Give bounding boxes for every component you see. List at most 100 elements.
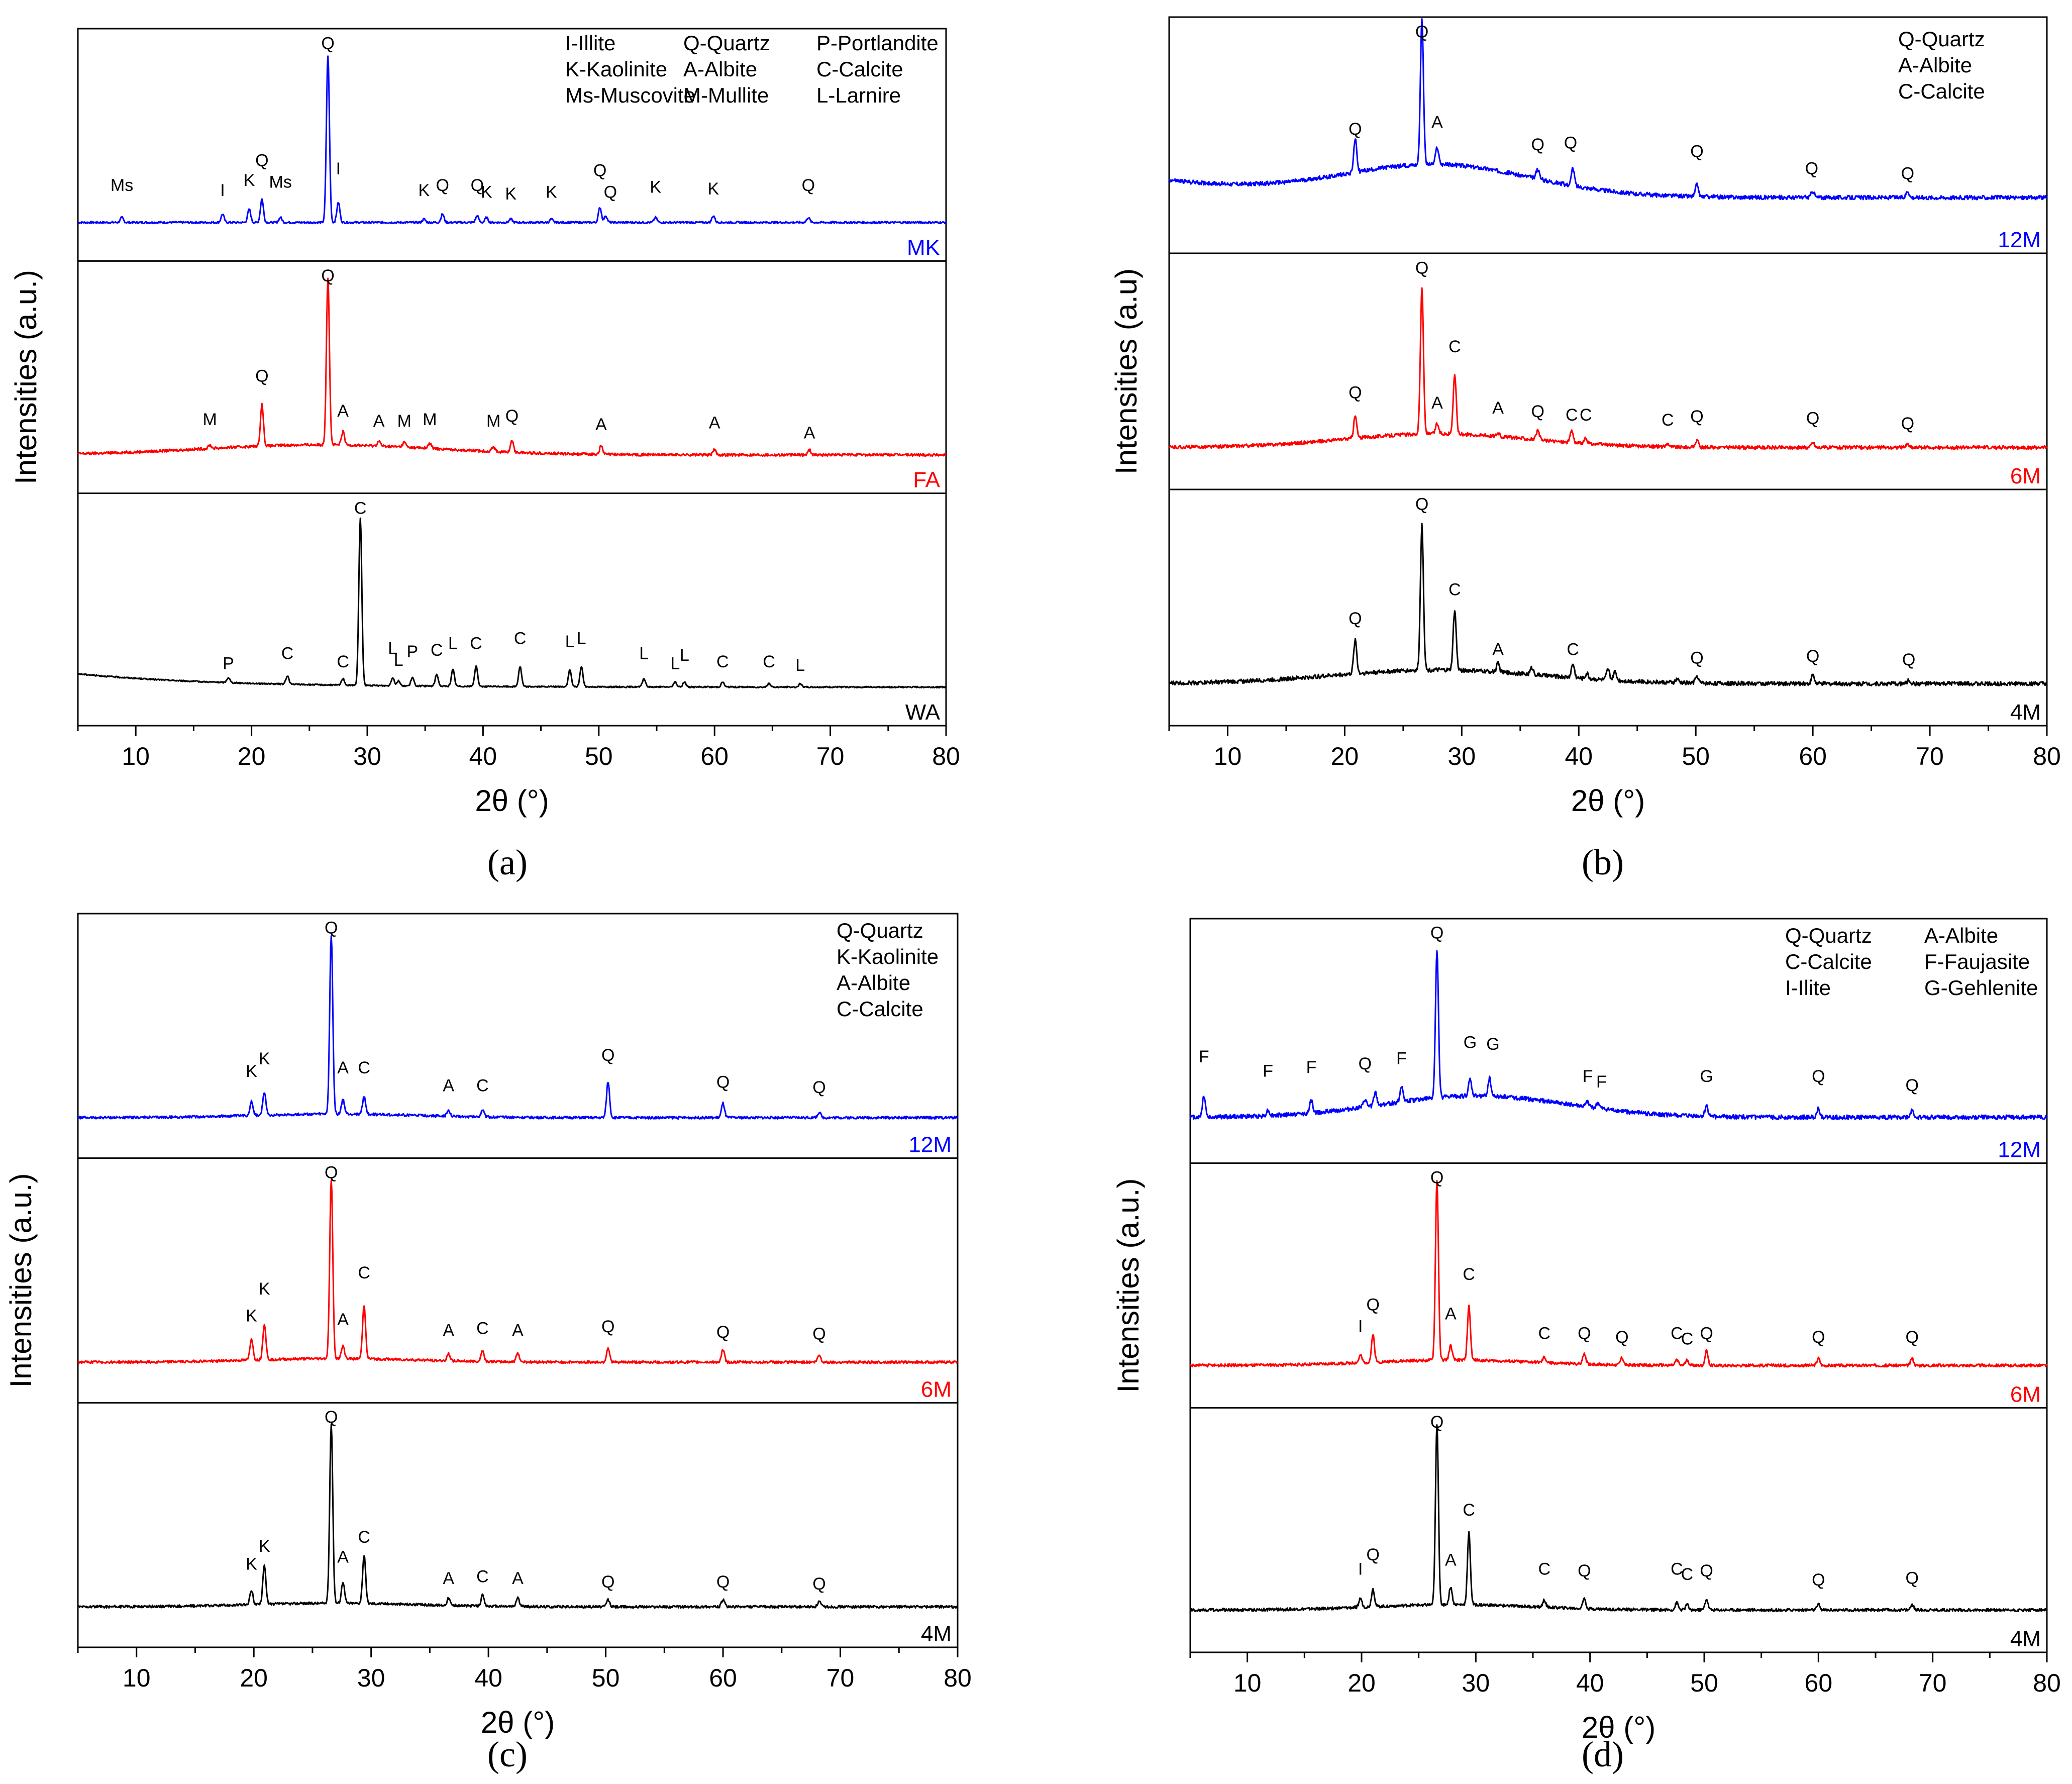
y-axis-label: Intensities (a.u.) xyxy=(4,1173,38,1388)
legend-entry: I-Ilite xyxy=(1785,976,1831,1000)
peak-label: I xyxy=(220,181,225,200)
peak-label: A xyxy=(443,1321,454,1340)
x-tick-label: 20 xyxy=(238,742,266,770)
peak-label: Q xyxy=(505,407,519,426)
legend-entry: I-Illite xyxy=(565,31,615,55)
peak-label: C xyxy=(431,641,443,660)
legend-entry: A-Albite xyxy=(1924,924,1998,947)
peak-label: Q xyxy=(1906,1076,1919,1095)
peak-label: C xyxy=(476,1567,489,1587)
series-name: 12M xyxy=(1998,228,2041,252)
legend-entry: K-Kaolinite xyxy=(837,945,939,968)
y-axis-label: Intensities (a.u.) xyxy=(1111,1178,1145,1393)
peak-label: Q xyxy=(1906,1568,1919,1588)
peak-label: C xyxy=(1538,1560,1550,1579)
peak-label: Q xyxy=(601,1046,614,1065)
peak-label: Ms xyxy=(269,173,292,192)
peak-label: A xyxy=(1492,399,1504,418)
peak-label: P xyxy=(407,642,419,661)
panel-caption: (a) xyxy=(487,842,528,882)
x-tick-label: 70 xyxy=(1916,742,1944,770)
legend-entry: C-Calcite xyxy=(816,57,903,81)
chart-panel-b: 10 20 30 40 50 60 70 80 2θ (°) Intensities (a.u) (… xyxy=(1109,16,2061,882)
peak-label: L xyxy=(680,646,689,665)
legend-entry: K-Kaolinite xyxy=(565,57,667,81)
legend-entry: A-Albite xyxy=(683,57,757,81)
peak-label: Q xyxy=(1700,1561,1713,1580)
series-line-12M xyxy=(1189,950,2048,1120)
peak-label: Q xyxy=(321,34,334,53)
x-tick-label: 60 xyxy=(1805,1669,1833,1697)
chart-panel-d: 10 20 30 40 50 60 70 80 2θ (°) Intensities (a.u.)… xyxy=(1111,918,2061,1774)
peak-label: C xyxy=(1463,1501,1475,1520)
peak-label: C xyxy=(281,644,294,663)
peak-label: A xyxy=(337,1547,349,1566)
series-line-6M xyxy=(1169,287,2048,450)
peak-label: A xyxy=(1431,113,1443,132)
series-line-6M xyxy=(1189,1180,2048,1368)
peak-label: L xyxy=(670,654,680,673)
peak-label: M xyxy=(397,412,411,431)
legend-entry: M-Mullite xyxy=(683,83,769,107)
peak-label: Q xyxy=(601,1572,614,1592)
peak-label: C xyxy=(337,652,349,671)
peak-label: Q xyxy=(1531,402,1544,421)
peak-label: L xyxy=(388,639,397,658)
series-name: 4M xyxy=(2010,1627,2041,1651)
x-tick-label: 50 xyxy=(592,1664,620,1692)
peak-label: A xyxy=(337,1310,349,1329)
peak-label: C xyxy=(358,1058,370,1077)
y-axis-label: Intensities (a.u) xyxy=(1109,268,1143,474)
series-line-6M xyxy=(77,1179,958,1364)
series-line-12M xyxy=(77,935,959,1120)
peak-label: F xyxy=(1199,1047,1209,1066)
peak-label: Q xyxy=(1349,120,1362,139)
peak-label: Q xyxy=(255,151,268,170)
panel-caption: (d) xyxy=(1582,1734,1624,1774)
peak-label: Q xyxy=(1359,1054,1372,1073)
peak-label: Q xyxy=(716,1572,730,1592)
peak-label: Q xyxy=(325,1408,338,1427)
legend-entry: C-Calcite xyxy=(1898,79,1985,103)
peak-label: Q xyxy=(1367,1545,1380,1564)
x-tick-label: 30 xyxy=(357,1664,385,1692)
series-name: 6M xyxy=(2010,464,2041,488)
peak-label: F xyxy=(1396,1049,1407,1068)
peak-label: A xyxy=(337,1058,349,1077)
chart-panel-a: 10 20 30 40 50 60 70 80 2θ (°) Intensities (a.u.)… xyxy=(9,28,960,882)
peak-label: Q xyxy=(255,366,268,385)
legend-entry: Q-Quartz xyxy=(1785,924,1872,947)
peak-label: Q xyxy=(1349,383,1362,403)
peak-label: C xyxy=(1538,1324,1550,1343)
peak-label: Q xyxy=(812,1574,825,1594)
legend-entry: G-Gehlenite xyxy=(1924,976,2038,1000)
x-tick-label: 60 xyxy=(700,742,729,770)
peak-label: Q xyxy=(1349,609,1362,628)
legend-entry: C-Calcite xyxy=(1785,950,1872,973)
legend-entry: A-Albite xyxy=(1898,53,1972,77)
series-name: 6M xyxy=(921,1377,952,1402)
peak-label: C xyxy=(1681,1565,1694,1584)
peak-label: A xyxy=(443,1076,454,1096)
series-name: FA xyxy=(913,468,940,492)
peak-label: C xyxy=(1580,406,1592,425)
series-name: 4M xyxy=(921,1622,952,1646)
peak-label: C xyxy=(1671,1560,1683,1579)
peak-label: K xyxy=(259,1537,270,1556)
x-tick-label: 70 xyxy=(826,1664,855,1692)
peak-label: A xyxy=(512,1569,524,1588)
peak-label: Ms xyxy=(111,176,133,195)
x-axis-label: 2θ (°) xyxy=(1582,1711,1655,1744)
peak-label: Q xyxy=(1531,135,1544,154)
peak-label: Q xyxy=(1901,164,1914,183)
x-tick-label: 80 xyxy=(2033,1669,2061,1697)
peak-label: I xyxy=(1358,1317,1363,1336)
series-name: WA xyxy=(905,700,941,725)
peak-label: A xyxy=(512,1321,524,1340)
peak-label: Q xyxy=(1430,1413,1443,1432)
peak-label: Q xyxy=(1430,1168,1443,1187)
series-line-WA xyxy=(77,517,947,689)
series-name: 12M xyxy=(908,1133,952,1157)
peak-label: K xyxy=(481,182,492,202)
peak-label: C xyxy=(716,652,729,671)
